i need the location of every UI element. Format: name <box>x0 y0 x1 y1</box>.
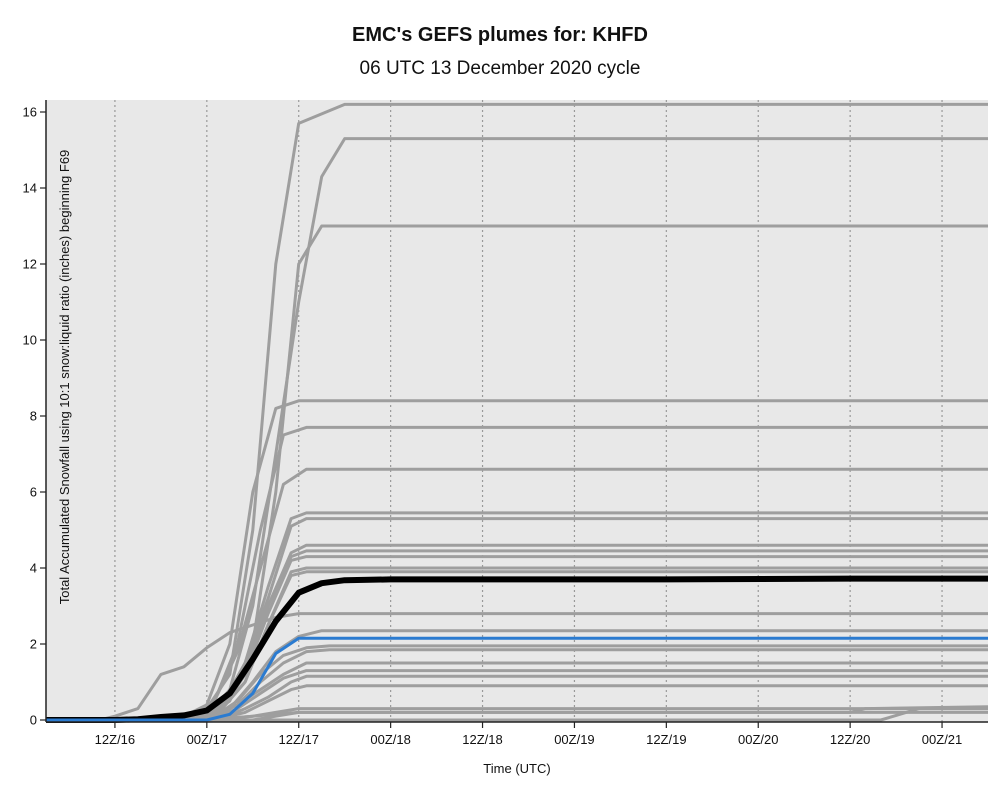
mean-line <box>46 575 988 723</box>
mean-layer <box>46 575 988 723</box>
y-tick-label-7: 14 <box>23 181 37 196</box>
plot-background <box>46 100 988 722</box>
control-layer <box>46 636 988 722</box>
y-tick-label-1: 2 <box>30 637 37 652</box>
y-tick-label-5: 10 <box>23 333 37 348</box>
y-tick-label-4: 8 <box>30 409 37 424</box>
x-axis-ticks: 12Z/16 00Z/17 12Z/17 00Z/18 12Z/18 00Z/19 12Z/… <box>95 722 962 747</box>
x-tick-label-6: 12Z/19 <box>646 732 686 747</box>
y-tick-label-8: 16 <box>23 105 37 120</box>
member-line-24 <box>46 707 988 722</box>
chart-title: EMC's GEFS plumes for: KHFD <box>352 24 648 46</box>
chart-subtitle: 06 UTC 13 December 2020 cycle <box>359 58 641 79</box>
x-tick-label-0: 12Z/16 <box>95 732 135 747</box>
x-tick-label-3: 00Z/18 <box>370 732 410 747</box>
x-tick-label-5: 00Z/19 <box>554 732 594 747</box>
axes <box>45 100 988 723</box>
y-tick-label-0: 0 <box>30 713 37 728</box>
y-axis-ticks: 0 2 4 6 8 10 12 14 16 <box>23 105 46 728</box>
x-tick-label-4: 12Z/18 <box>462 732 502 747</box>
x-tick-label-7: 00Z/20 <box>738 732 778 747</box>
x-axis-label: Time (UTC) <box>483 761 550 776</box>
y-axis-label: Total Accumulated Snowfall using 10:1 sn… <box>57 150 72 605</box>
control-line <box>46 636 988 722</box>
y-tick-label-3: 6 <box>30 485 37 500</box>
y-tick-label-2: 4 <box>30 561 37 576</box>
x-tick-label-8: 12Z/20 <box>830 732 870 747</box>
y-tick-label-6: 12 <box>23 257 37 272</box>
grid-lines <box>114 100 943 722</box>
x-tick-label-1: 00Z/17 <box>187 732 227 747</box>
x-tick-label-9: 00Z/21 <box>922 732 962 747</box>
x-tick-label-2: 12Z/17 <box>278 732 318 747</box>
